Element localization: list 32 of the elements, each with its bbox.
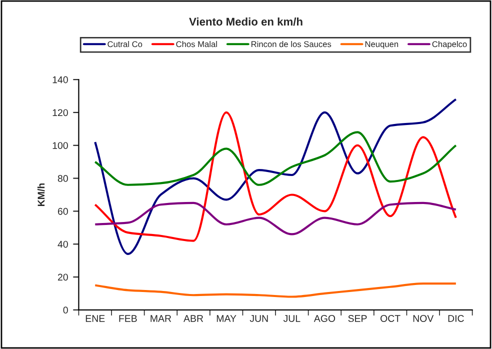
x-tick-label: AGO [314, 315, 336, 322]
x-tick-label: JUL [283, 315, 300, 322]
y-tick-label: 140 [52, 76, 68, 84]
chart-title: Viento Medio en km/h [189, 17, 302, 26]
y-tick-label: 0 [63, 306, 68, 314]
legend-label: Chos Malal [176, 41, 217, 48]
x-tick-label: MAY [216, 315, 236, 322]
x-tick-label: ABR [184, 315, 204, 322]
y-axis-title: KM/h [37, 183, 45, 206]
legend-label: Rincon de los Sauces [251, 41, 332, 48]
x-tick-label: OCT [380, 315, 400, 322]
line-series [94, 131, 457, 186]
legend-label: Neuquen [365, 41, 398, 49]
y-tick-label: 120 [52, 109, 68, 116]
legend-label: Chapelco [432, 41, 467, 49]
x-tick-label: MAR [150, 315, 172, 322]
line-series [94, 282, 457, 298]
y-tick-label: 40 [58, 240, 68, 248]
x-tick-label: ENE [86, 315, 105, 322]
x-tick-label: DIC [448, 315, 464, 322]
x-tick-label: JUN [250, 315, 268, 322]
x-tick-label: FEB [119, 315, 137, 322]
line-series [94, 111, 457, 242]
x-tick-label: NOV [413, 315, 434, 322]
y-tick-label: 20 [58, 274, 68, 281]
y-tick-label: 80 [58, 175, 68, 182]
y-tick-label: 60 [58, 208, 68, 215]
x-tick-label: SEP [348, 315, 367, 322]
line-series [94, 202, 457, 236]
legend-label: Cutral Co [108, 41, 142, 48]
y-tick-label: 100 [52, 142, 68, 149]
line-series [94, 98, 457, 256]
